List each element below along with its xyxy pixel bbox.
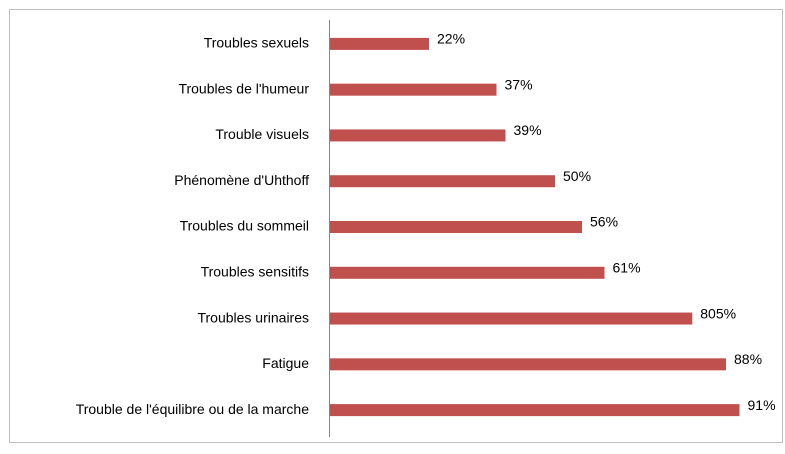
y-tick-label: Trouble de l'équilibre ou de la marche [76, 401, 310, 417]
y-tick-label: Troubles sensitifs [201, 263, 309, 279]
y-tick-label: Trouble visuels [215, 126, 309, 142]
bar [330, 37, 429, 50]
y-tick-label: Troubles du sommeil [180, 218, 309, 234]
data-label: 37% [505, 76, 533, 92]
bar [330, 358, 726, 371]
data-label: 22% [437, 31, 465, 47]
y-tick-label: Troubles sexuels [204, 35, 309, 51]
bar [330, 221, 582, 233]
bar [330, 129, 506, 142]
bar [330, 83, 497, 96]
data-label: 61% [613, 259, 641, 275]
data-label: 88% [734, 351, 762, 367]
y-tick-label: Troubles urinaires [197, 309, 309, 325]
bar [330, 266, 605, 279]
data-label: 56% [590, 214, 618, 230]
bar [330, 312, 693, 325]
y-tick-label: Phénomène d'Uhthoff [174, 172, 309, 188]
data-label: 39% [514, 122, 542, 138]
y-tick-label: Fatigue [262, 355, 309, 371]
bar [330, 404, 740, 417]
data-label: 50% [563, 168, 591, 184]
data-label: 91% [748, 397, 776, 413]
data-label: 805% [700, 305, 736, 321]
bar [330, 175, 555, 188]
y-tick-label: Troubles de l'humeur [178, 80, 309, 96]
